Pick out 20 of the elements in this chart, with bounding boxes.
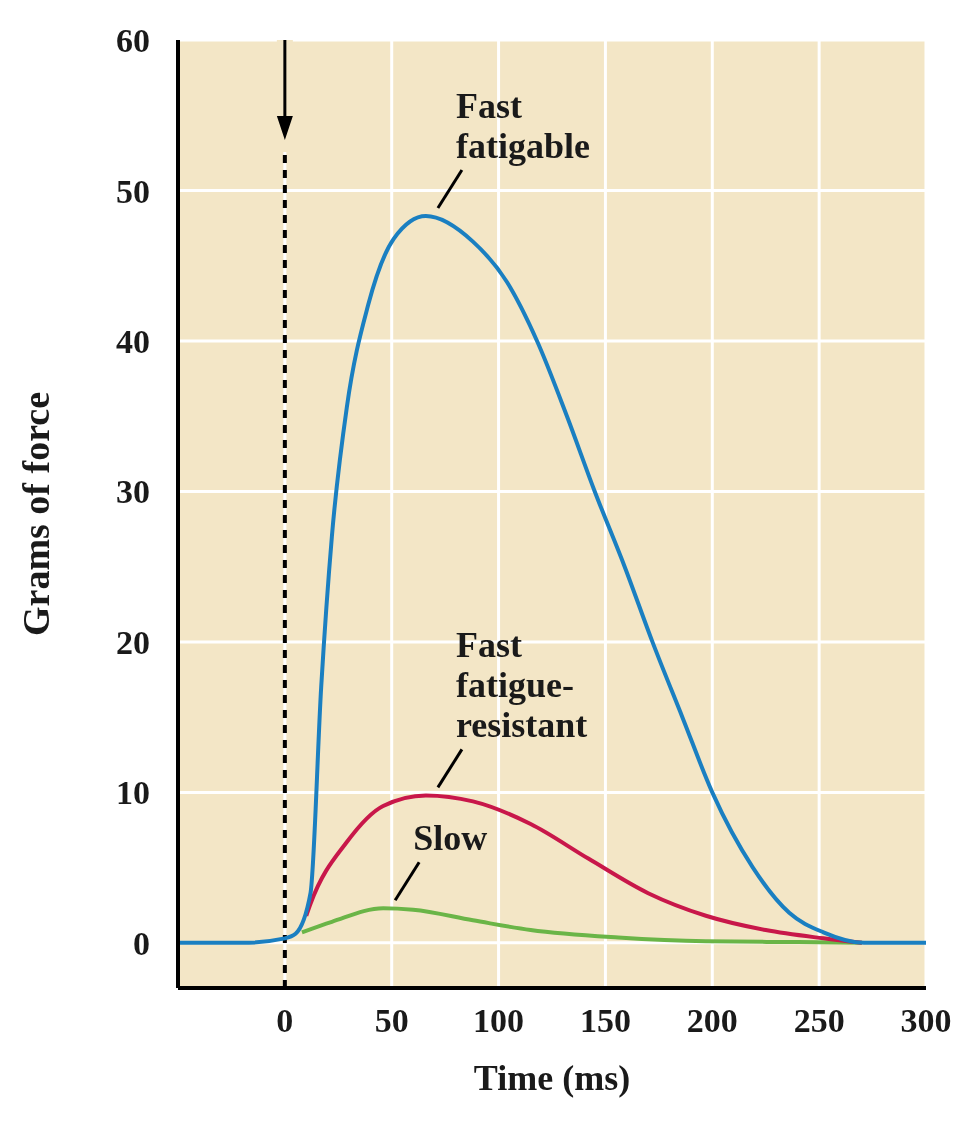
x-tick-label: 100 — [473, 1002, 525, 1040]
y-tick-label: 0 — [133, 924, 150, 962]
y-tick-label: 40 — [116, 323, 150, 361]
y-tick-label: 60 — [116, 22, 150, 60]
series-label: Fast fatigue-resistant — [455, 625, 588, 746]
x-tick-label: 200 — [686, 1002, 738, 1040]
y-tick-label: 30 — [116, 473, 150, 511]
y-tick-label: 10 — [116, 774, 150, 812]
x-tick-label: 150 — [579, 1002, 631, 1040]
x-tick-label: 250 — [793, 1002, 845, 1040]
x-tick-label: 50 — [374, 1002, 409, 1040]
y-tick-label: 20 — [116, 623, 150, 661]
x-axis-title: Time (ms) — [473, 1058, 631, 1098]
x-tick-label: 300 — [900, 1002, 952, 1040]
series-label: Fast fatigable — [455, 86, 590, 167]
line-series — [178, 214, 926, 945]
x-tick-label: 0 — [276, 1002, 294, 1040]
y-tick-label: 50 — [116, 172, 150, 210]
y-axis-title: Grams of force — [15, 391, 58, 637]
series-label: Slow — [413, 818, 488, 859]
